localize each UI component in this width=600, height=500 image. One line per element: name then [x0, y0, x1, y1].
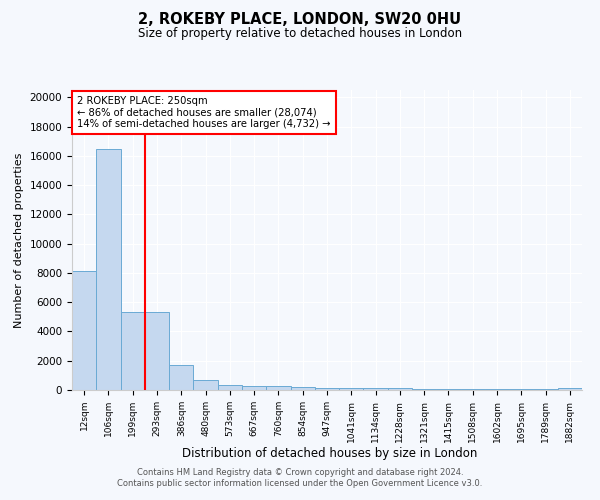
Bar	[558, 388, 582, 390]
Bar	[242, 386, 266, 390]
Bar	[412, 388, 436, 390]
Bar	[485, 389, 509, 390]
Bar	[218, 385, 242, 390]
Bar	[290, 387, 315, 390]
Bar	[388, 388, 412, 390]
Text: Distribution of detached houses by size in London: Distribution of detached houses by size …	[182, 448, 478, 460]
Text: Size of property relative to detached houses in London: Size of property relative to detached ho…	[138, 28, 462, 40]
Bar	[193, 380, 218, 390]
Bar	[266, 386, 290, 390]
Bar	[145, 312, 169, 390]
Bar	[509, 389, 533, 390]
Bar	[533, 389, 558, 390]
Bar	[169, 365, 193, 390]
Text: Contains HM Land Registry data © Crown copyright and database right 2024.
Contai: Contains HM Land Registry data © Crown c…	[118, 468, 482, 487]
Bar	[315, 388, 339, 390]
Bar	[339, 388, 364, 390]
Bar	[121, 312, 145, 390]
Bar	[364, 388, 388, 390]
Bar	[96, 148, 121, 390]
Bar	[436, 388, 461, 390]
Text: 2, ROKEBY PLACE, LONDON, SW20 0HU: 2, ROKEBY PLACE, LONDON, SW20 0HU	[139, 12, 461, 28]
Bar	[72, 272, 96, 390]
Bar	[461, 389, 485, 390]
Text: 2 ROKEBY PLACE: 250sqm
← 86% of detached houses are smaller (28,074)
14% of semi: 2 ROKEBY PLACE: 250sqm ← 86% of detached…	[77, 96, 331, 129]
Y-axis label: Number of detached properties: Number of detached properties	[14, 152, 24, 328]
